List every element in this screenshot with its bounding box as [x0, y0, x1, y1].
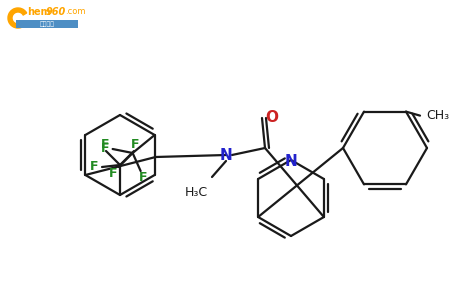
Text: N: N — [284, 154, 297, 169]
Text: CH₃: CH₃ — [427, 109, 449, 122]
FancyBboxPatch shape — [16, 20, 78, 28]
Text: F: F — [138, 171, 147, 185]
Text: F: F — [90, 161, 98, 173]
Text: N: N — [219, 147, 232, 163]
Wedge shape — [8, 8, 27, 28]
Text: 版权所有: 版权所有 — [39, 21, 55, 27]
Text: .com: .com — [65, 8, 85, 16]
Text: hem: hem — [27, 7, 51, 17]
Text: F: F — [131, 137, 139, 151]
Text: F: F — [109, 168, 117, 180]
Text: H₃C: H₃C — [184, 187, 208, 200]
Text: 960: 960 — [46, 7, 66, 17]
Text: F: F — [100, 142, 109, 156]
Text: O: O — [265, 110, 279, 125]
Text: F: F — [101, 137, 109, 151]
